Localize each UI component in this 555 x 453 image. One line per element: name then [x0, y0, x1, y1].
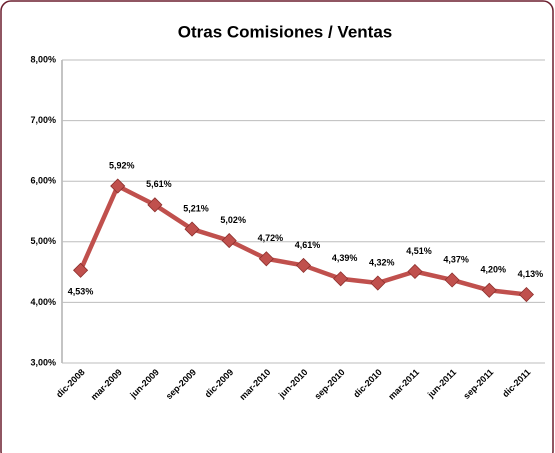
data-label: 5,61%: [146, 179, 172, 189]
data-label: 4,13%: [518, 269, 544, 279]
y-tick-label: 7,00%: [30, 115, 56, 125]
data-label: 4,39%: [332, 253, 358, 263]
marker: [481, 282, 497, 298]
data-label: 4,20%: [481, 265, 507, 275]
y-tick-label: 4,00%: [30, 297, 56, 307]
data-label: 5,21%: [183, 203, 209, 213]
data-label: 4,37%: [443, 254, 469, 264]
data-label: 4,32%: [369, 257, 395, 267]
marker: [110, 178, 126, 194]
marker: [518, 286, 534, 303]
chart-title: Otras Comisiones / Ventas: [178, 22, 392, 41]
y-tick-label: 6,00%: [30, 176, 56, 186]
data-label: 4,72%: [258, 233, 284, 243]
data-label: 4,61%: [295, 240, 321, 250]
marker: [258, 251, 274, 267]
data-label: 5,92%: [109, 160, 135, 170]
marker: [221, 233, 237, 249]
marker: [444, 272, 460, 288]
marker: [333, 271, 349, 287]
data-label: 4,51%: [406, 246, 432, 256]
marker: [184, 221, 200, 237]
y-tick-label: 3,00%: [30, 357, 56, 367]
y-tick-label: 8,00%: [30, 54, 56, 64]
marker: [147, 197, 163, 213]
marker: [73, 262, 89, 278]
data-label: 5,02%: [220, 215, 246, 225]
marker: [407, 263, 423, 280]
data-label: 4,53%: [68, 287, 94, 297]
marker: [295, 257, 312, 273]
y-tick-label: 5,00%: [30, 236, 56, 246]
marker: [370, 275, 386, 291]
